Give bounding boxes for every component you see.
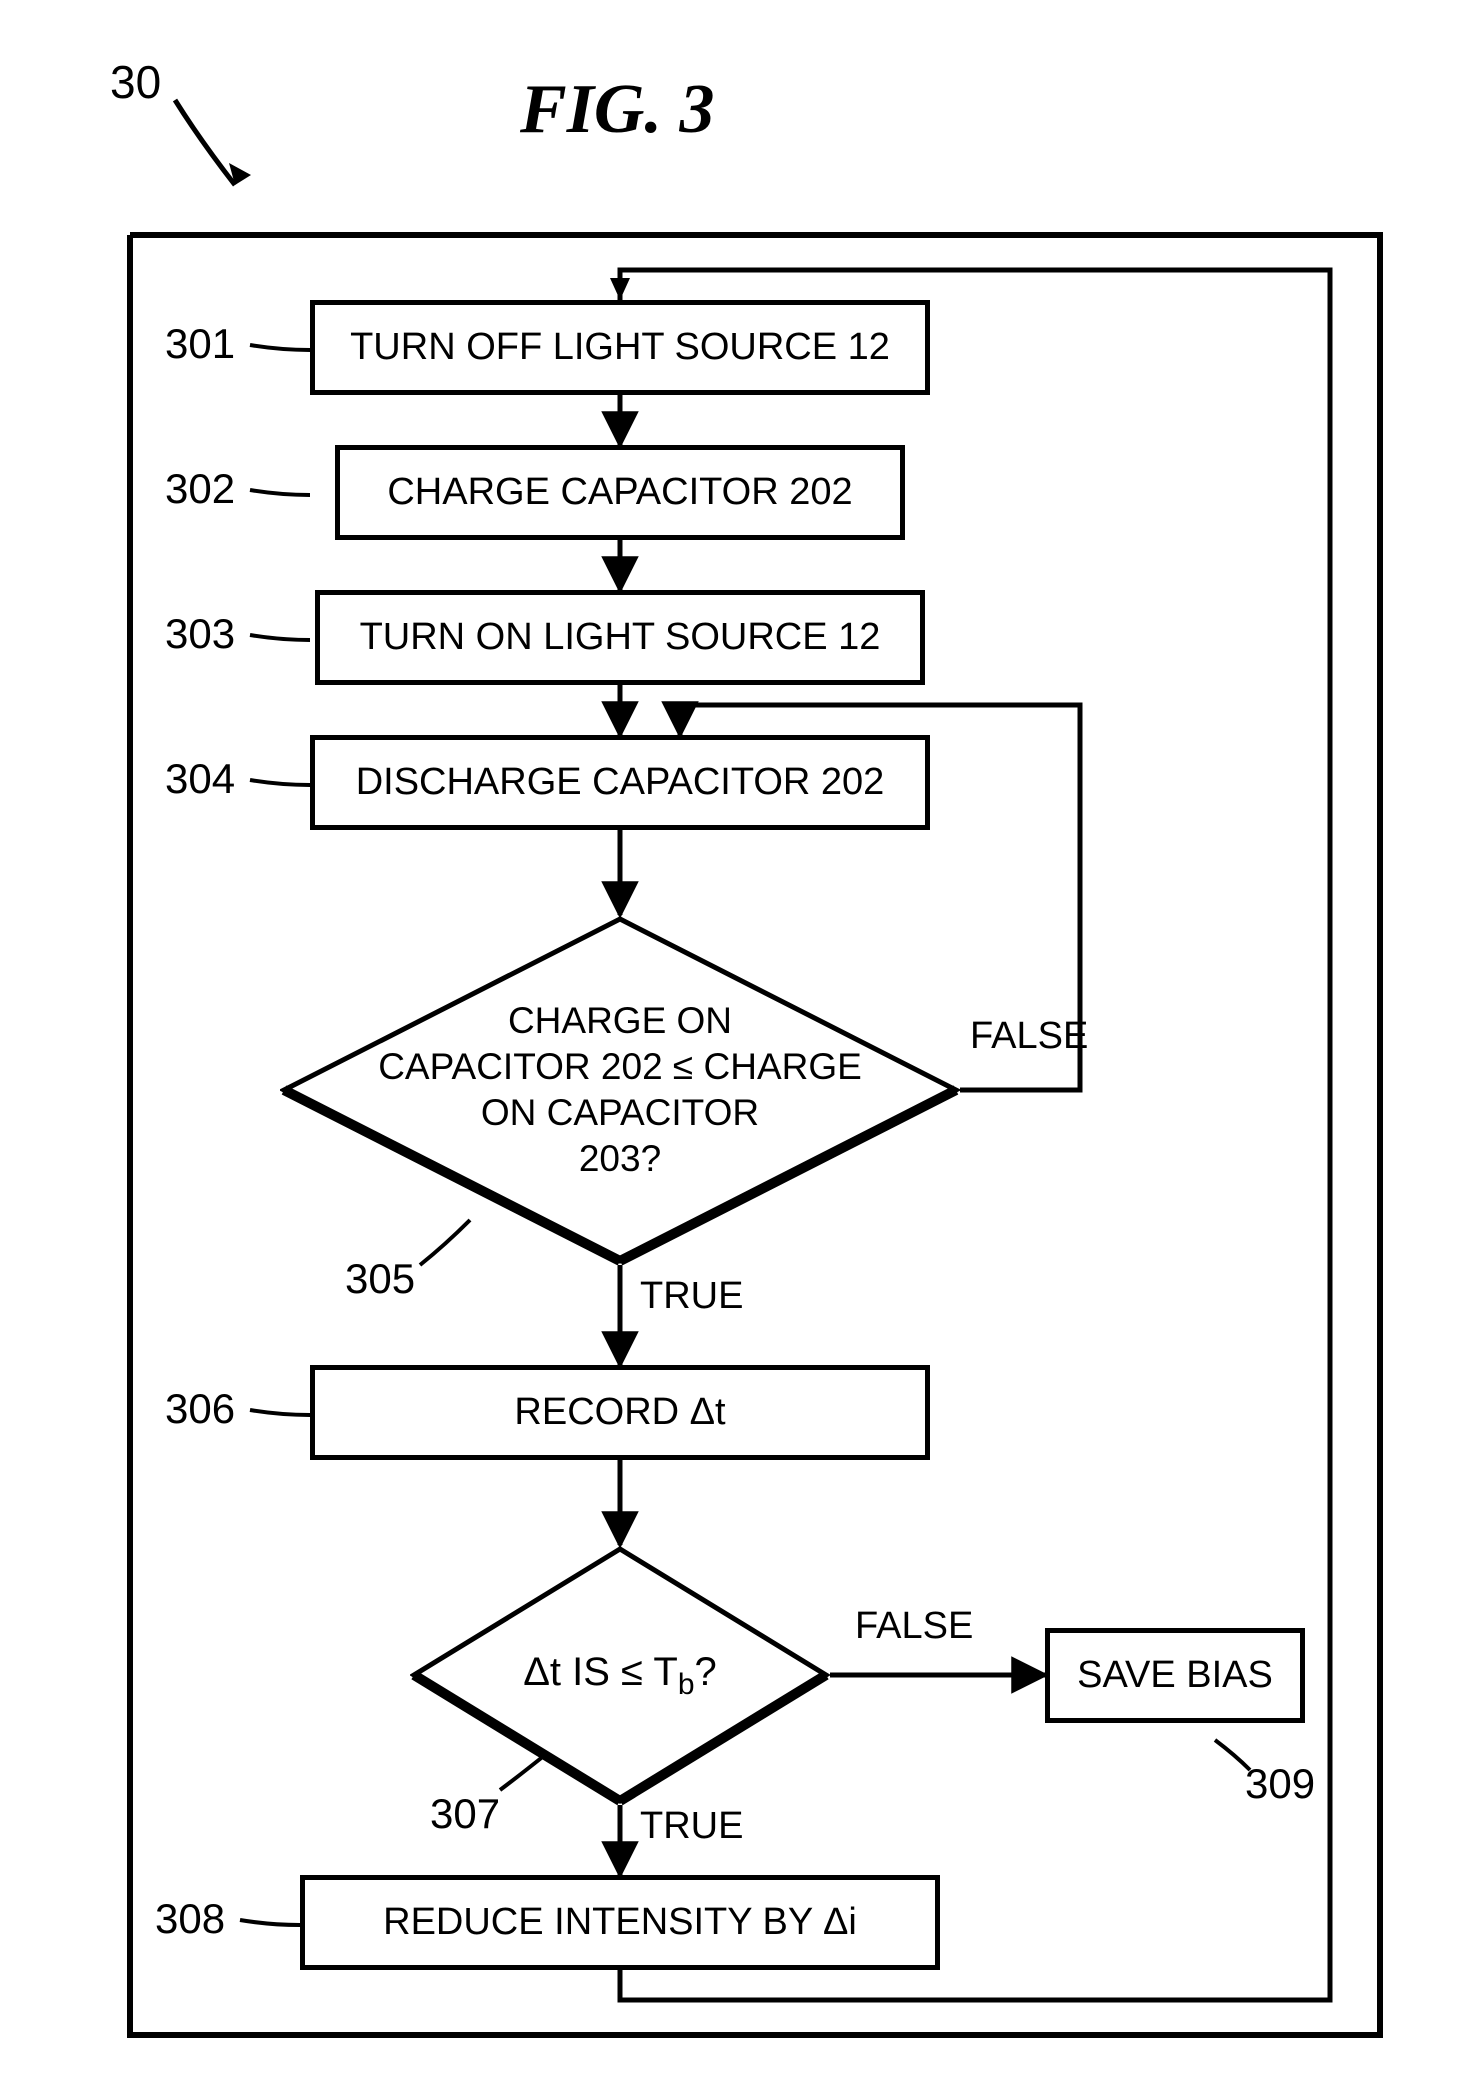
decision-307-text: Δt IS ≤ Tb? xyxy=(410,1545,830,1805)
decision-307-ref: 307 xyxy=(430,1790,500,1838)
decision-307-false: FALSE xyxy=(855,1605,973,1648)
decision-305-text: CHARGE ON CAPACITOR 202 ≤ CHARGE ON CAPA… xyxy=(280,915,960,1265)
step-306-box: RECORD Δt xyxy=(310,1365,930,1460)
decision-305-ref: 305 xyxy=(345,1255,415,1303)
step-309-ref: 309 xyxy=(1245,1760,1315,1808)
flowchart-canvas: FIG. 3 30 TURN OFF LIGHT SOURCE 12 301 C… xyxy=(0,0,1460,2095)
figure-ref-30: 30 xyxy=(110,55,161,109)
decision-307-text-sub: b xyxy=(678,1668,695,1701)
decision-307-text-pre: Δt IS ≤ T xyxy=(523,1650,678,1694)
step-303-ref: 303 xyxy=(165,610,235,658)
step-301-ref: 301 xyxy=(165,320,235,368)
step-301-box: TURN OFF LIGHT SOURCE 12 xyxy=(310,300,930,395)
step-308-box: REDUCE INTENSITY BY Δi xyxy=(300,1875,940,1970)
step-308-ref: 308 xyxy=(155,1895,225,1943)
figure-title: FIG. 3 xyxy=(520,70,714,150)
decision-305-false: FALSE xyxy=(970,1015,1088,1058)
decision-307: Δt IS ≤ Tb? xyxy=(410,1545,830,1805)
decision-307-text-post: ? xyxy=(695,1650,717,1694)
step-309-box: SAVE BIAS xyxy=(1045,1628,1305,1723)
step-306-ref: 306 xyxy=(165,1385,235,1433)
decision-305-true: TRUE xyxy=(640,1275,743,1318)
step-304-box: DISCHARGE CAPACITOR 202 xyxy=(310,735,930,830)
decision-305: CHARGE ON CAPACITOR 202 ≤ CHARGE ON CAPA… xyxy=(280,915,960,1265)
step-302-ref: 302 xyxy=(165,465,235,513)
step-302-box: CHARGE CAPACITOR 202 xyxy=(335,445,905,540)
decision-307-true: TRUE xyxy=(640,1805,743,1848)
step-303-box: TURN ON LIGHT SOURCE 12 xyxy=(315,590,925,685)
step-304-ref: 304 xyxy=(165,755,235,803)
